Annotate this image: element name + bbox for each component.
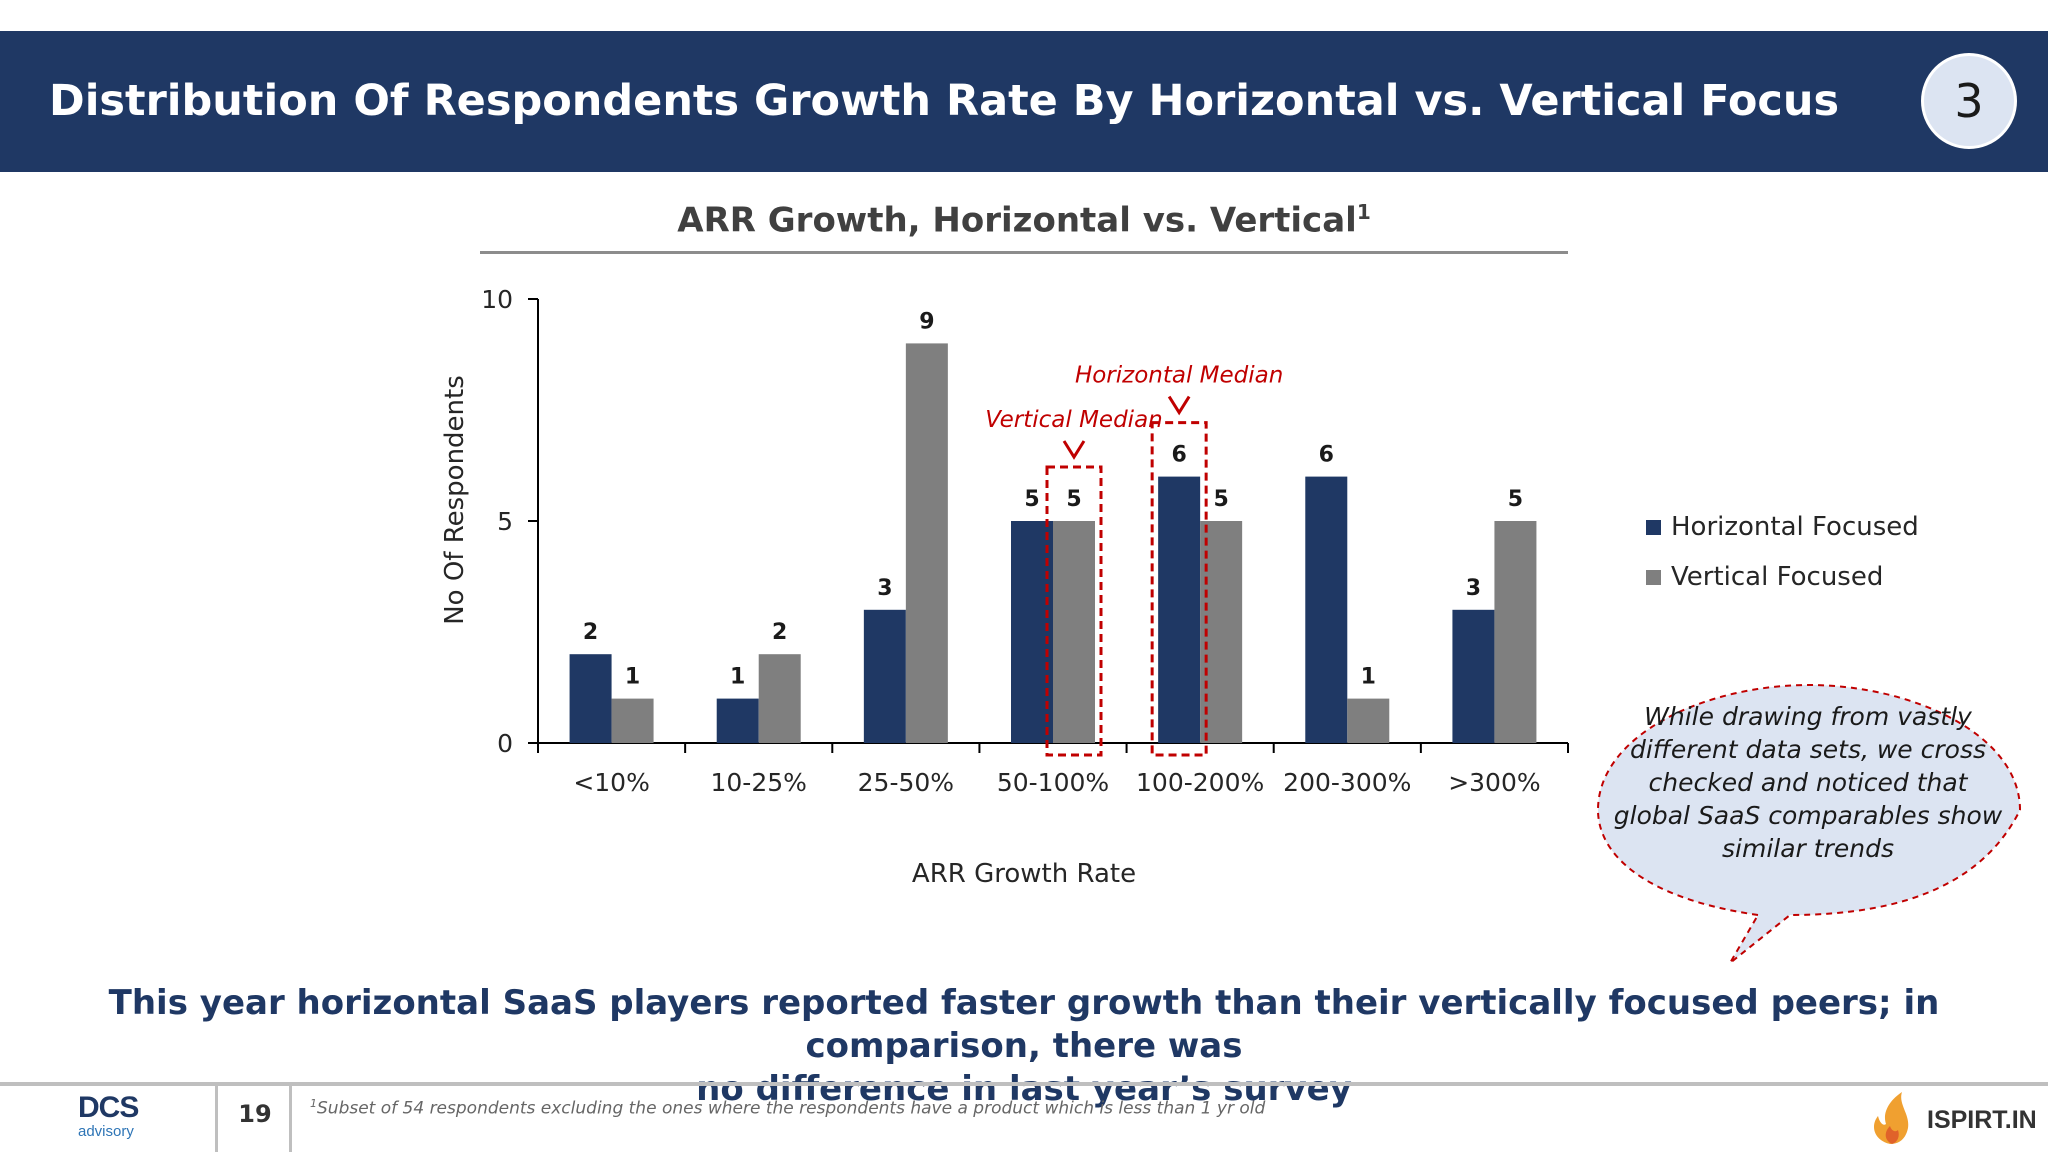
data-label: 5	[1508, 487, 1523, 512]
data-label: 1	[625, 665, 640, 690]
x-tick-label: 25-50%	[858, 768, 954, 797]
median-label: Horizontal Median	[1075, 363, 1283, 389]
conclusion-line-1: This year horizontal SaaS players report…	[20, 982, 2028, 1068]
data-label: 2	[772, 620, 787, 645]
footer-divider	[0, 1082, 2048, 1086]
y-tick-label: 5	[497, 507, 513, 536]
dcs-logo-subtitle: advisory	[78, 1124, 130, 1140]
dcs-logo: DCS	[78, 1092, 130, 1124]
median-chevron-icon	[1169, 397, 1189, 413]
data-label: 6	[1319, 443, 1334, 468]
data-label: 1	[730, 665, 745, 690]
footnote: 1Subset of 54 respondents excluding the …	[310, 1097, 1265, 1119]
x-tick-label: 200-300%	[1283, 768, 1411, 797]
x-axis-label: ARR Growth Rate	[912, 859, 1136, 889]
data-label: 2	[583, 620, 598, 645]
legend-item: Horizontal Focused	[1646, 502, 1919, 552]
bar-vertical	[906, 343, 948, 743]
data-label: 3	[877, 576, 892, 601]
x-tick-label: 10-25%	[711, 768, 807, 797]
bar-horizontal	[1011, 521, 1053, 743]
bar-vertical	[1053, 521, 1095, 743]
bar-horizontal	[1305, 477, 1347, 743]
legend-swatch	[1646, 570, 1661, 585]
x-tick-label: >300%	[1448, 768, 1540, 797]
ispirt-brand: ISPIRT.IN	[1927, 1106, 2037, 1135]
page-number: 19	[218, 1100, 292, 1128]
legend-label: Vertical Focused	[1671, 562, 1883, 592]
x-tick-label: 50-100%	[997, 768, 1109, 797]
bar-vertical	[612, 699, 654, 743]
bar-vertical	[759, 654, 801, 743]
bar-horizontal	[864, 610, 906, 743]
y-tick-label: 10	[481, 285, 513, 314]
bar-horizontal	[717, 699, 759, 743]
median-label: Vertical Median	[985, 407, 1163, 433]
data-label: 5	[1024, 487, 1039, 512]
ispirt-flame-icon	[1868, 1088, 1918, 1148]
callout-text: While drawing from vastly different data…	[1612, 700, 2004, 865]
legend-item: Vertical Focused	[1646, 552, 1919, 602]
legend-swatch	[1646, 520, 1661, 535]
data-label: 1	[1361, 665, 1376, 690]
legend-label: Horizontal Focused	[1671, 512, 1919, 542]
bar-vertical	[1347, 699, 1389, 743]
x-tick-label: 100-200%	[1136, 768, 1264, 797]
chart-legend: Horizontal Focused Vertical Focused	[1646, 502, 1919, 602]
data-label: 3	[1466, 576, 1481, 601]
y-tick-label: 0	[497, 729, 513, 758]
conclusion-text: This year horizontal SaaS players report…	[20, 982, 2028, 1111]
y-axis-label: No Of Respondents	[440, 375, 470, 625]
bar-horizontal	[1158, 477, 1200, 743]
footnote-text: Subset of 54 respondents excluding the o…	[317, 1099, 1265, 1119]
data-label: 5	[1066, 487, 1081, 512]
data-label: 9	[919, 309, 934, 334]
bar-horizontal	[1452, 610, 1494, 743]
footnote-marker: 1	[310, 1097, 317, 1110]
data-label: 5	[1213, 487, 1228, 512]
bar-vertical	[1494, 521, 1536, 743]
median-chevron-icon	[1064, 441, 1084, 457]
bar-horizontal	[570, 654, 612, 743]
x-tick-label: <10%	[573, 768, 650, 797]
data-label: 6	[1171, 443, 1186, 468]
